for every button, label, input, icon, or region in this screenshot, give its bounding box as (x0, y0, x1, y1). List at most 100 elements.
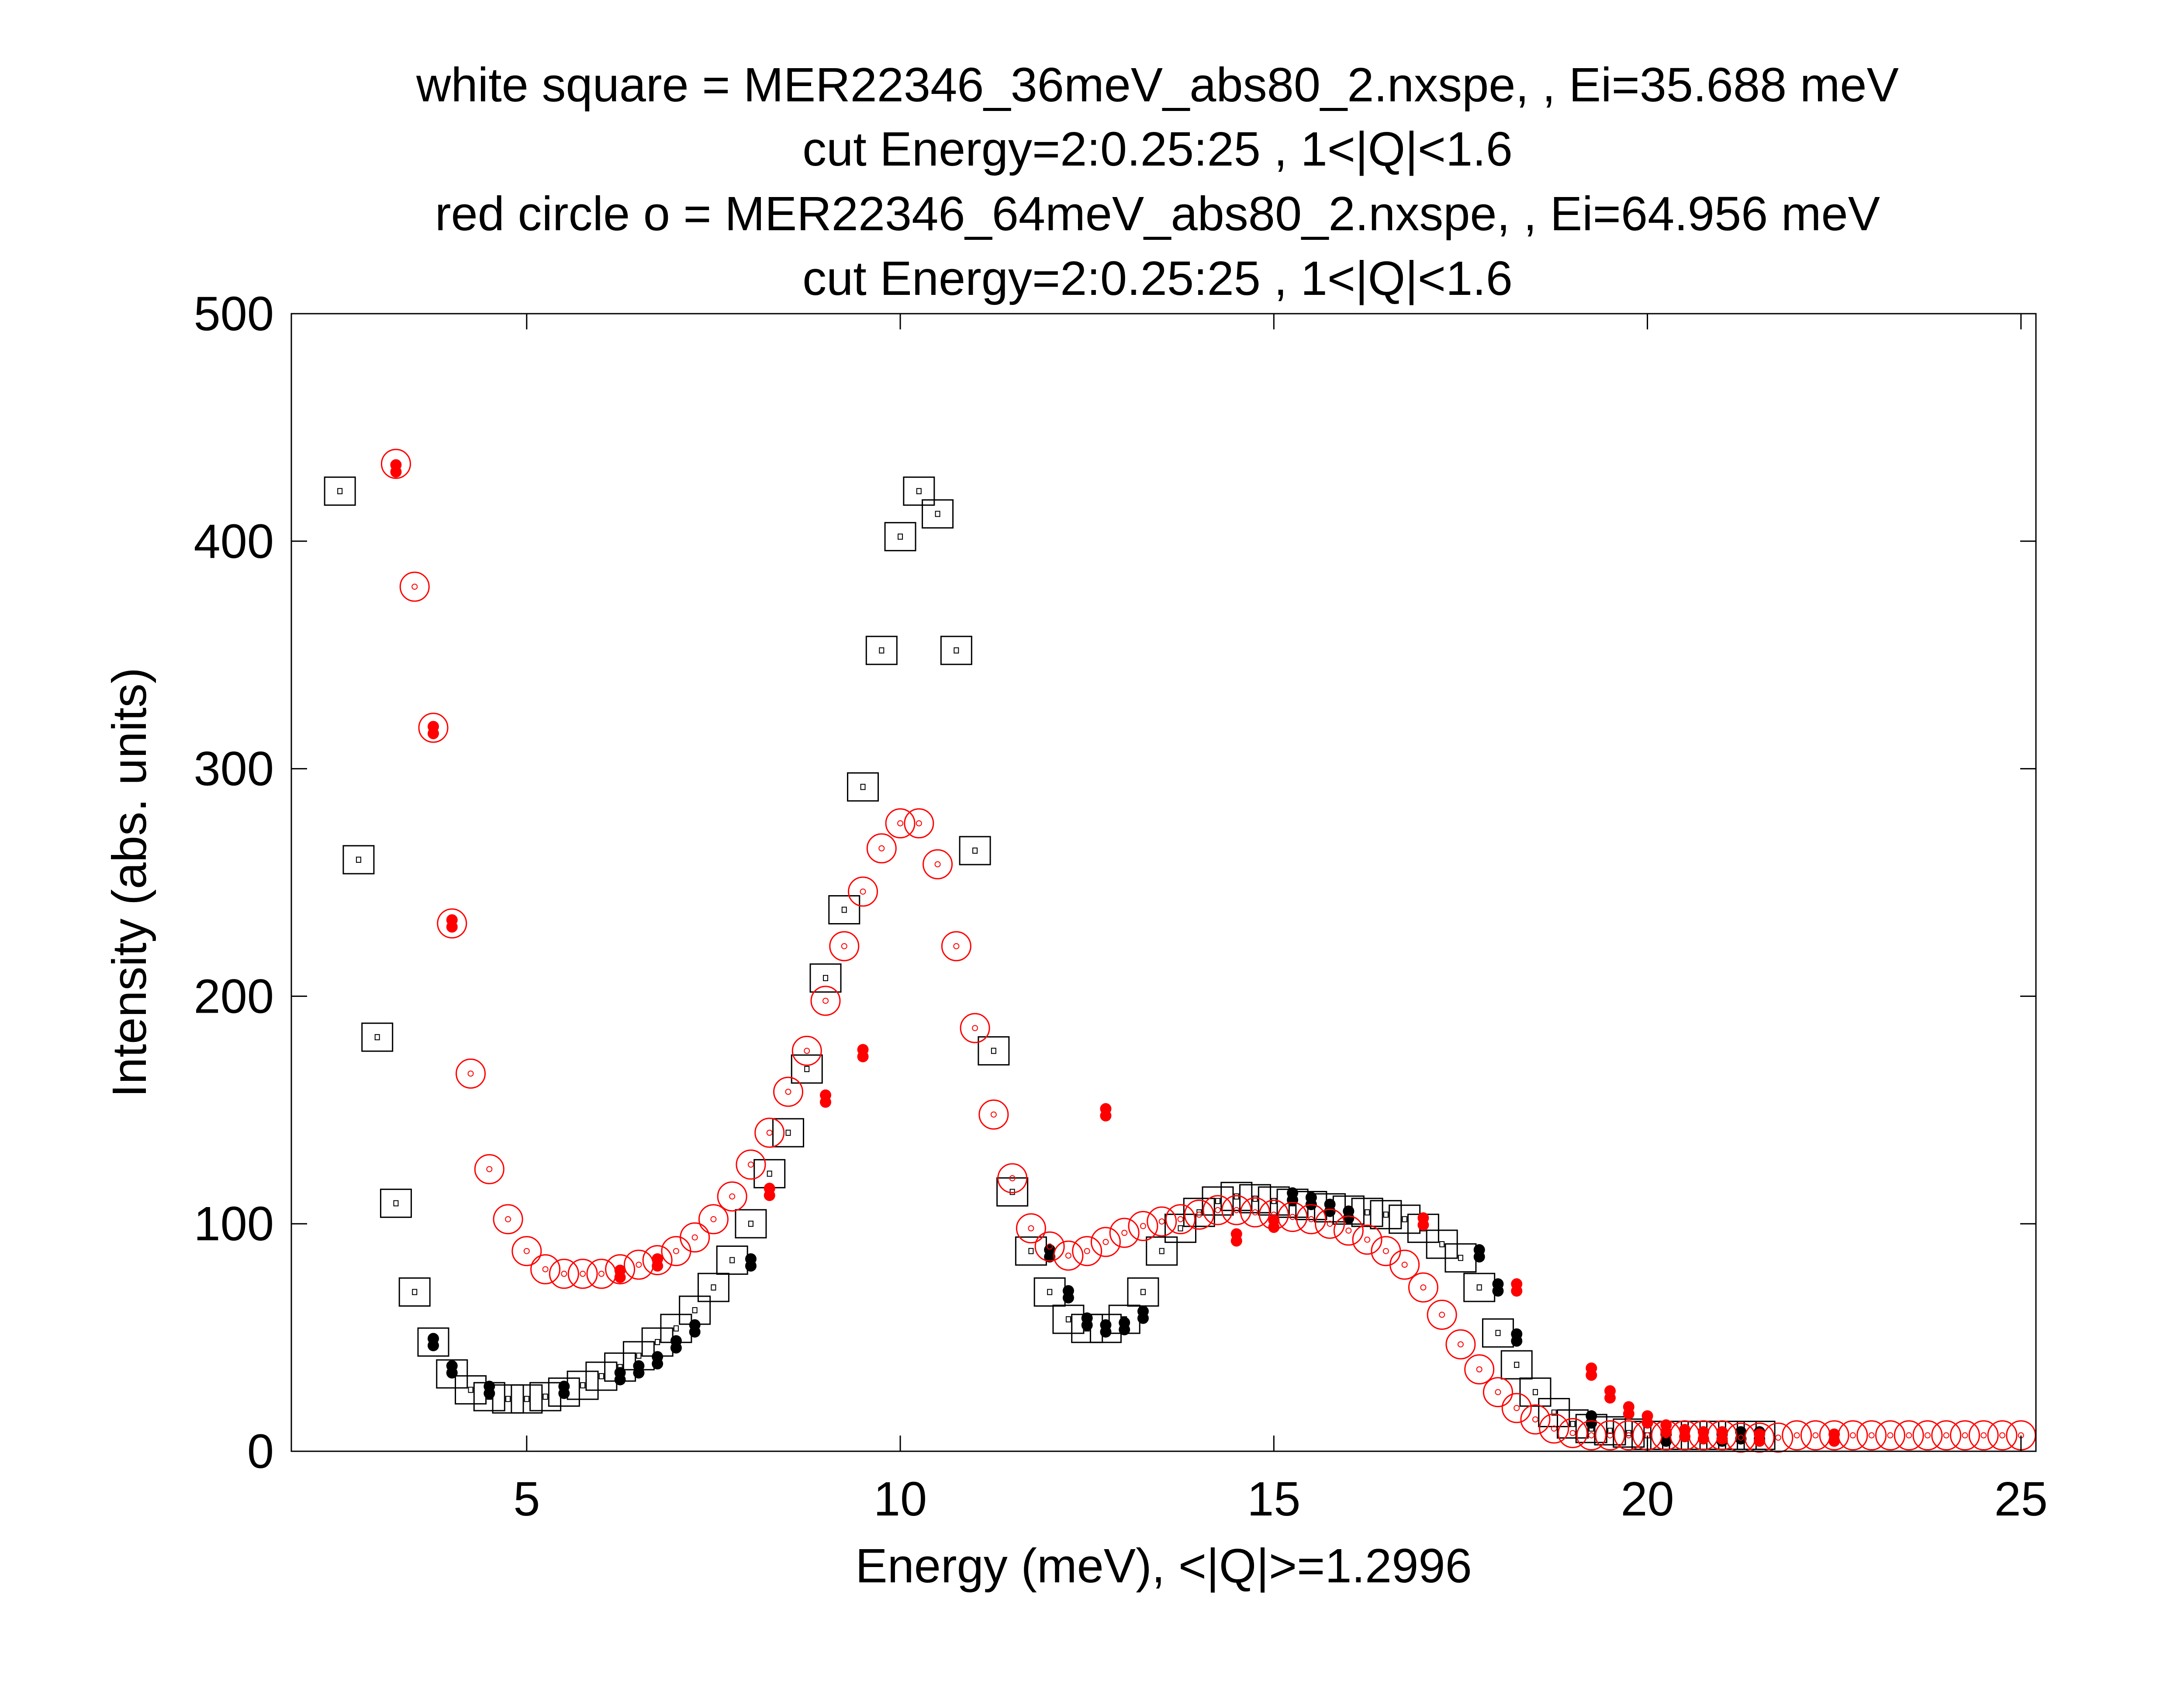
data-point-center-mark (337, 488, 343, 495)
data-point-circle (530, 1254, 561, 1284)
error-dot (1511, 1285, 1523, 1297)
error-dot (446, 1367, 458, 1379)
error-dot (1081, 1319, 1093, 1331)
data-point-center-mark (1196, 1209, 1202, 1216)
chart-title-line-4: cut Energy=2:0.25:25 , 1<|Q|<1.6 (802, 252, 1513, 305)
data-point-center-mark (1215, 1198, 1221, 1204)
data-point-center-mark (673, 1248, 679, 1254)
data-point-center-mark (1402, 1216, 1407, 1222)
data-point-circle (493, 1204, 523, 1235)
data-point-center-mark (841, 907, 847, 913)
data-point-square (959, 836, 991, 865)
data-point-circle (1987, 1420, 2018, 1451)
data-point-circle (978, 1099, 1009, 1130)
data-point-square (996, 1177, 1029, 1207)
data-point-circle (698, 1204, 729, 1235)
data-point-circle (642, 1245, 673, 1276)
data-point-center-mark (580, 1382, 586, 1388)
data-point-center-mark (785, 1129, 791, 1136)
data-point-center-mark (468, 1387, 473, 1393)
data-point-circle (1203, 1195, 1233, 1225)
data-point-circle (810, 986, 841, 1016)
data-point-circle (680, 1222, 710, 1253)
data-point-center-mark (1009, 1175, 1016, 1182)
error-dot (1268, 1221, 1280, 1233)
error-dot (670, 1342, 682, 1354)
data-point-square (1370, 1200, 1402, 1229)
data-point-center-mark (1849, 1432, 1856, 1439)
y-tick-label: 200 (194, 969, 274, 1023)
data-point-center-mark (1532, 1416, 1538, 1423)
data-point-circle (1296, 1204, 1327, 1235)
data-point-circle (997, 1163, 1028, 1194)
data-point-square (978, 1036, 1010, 1066)
data-point-center-mark (1476, 1366, 1482, 1373)
x-tick-label: 5 (513, 1472, 540, 1526)
data-point-center-mark (878, 845, 885, 851)
data-point-circle (1875, 1420, 1905, 1451)
data-point-center-mark (412, 1289, 418, 1295)
error-dot (764, 1190, 775, 1201)
y-tick-label: 100 (194, 1197, 274, 1251)
data-point-circle (1016, 1213, 1046, 1244)
data-point-center-mark (1569, 1430, 1576, 1436)
data-point-center-mark (1178, 1225, 1183, 1232)
data-point-center-mark (1551, 1409, 1557, 1416)
data-point-center-mark (1588, 1432, 1595, 1439)
data-point-square (417, 1327, 449, 1357)
data-point-center-mark (1215, 1207, 1221, 1213)
data-point-center-mark (879, 647, 885, 654)
data-point-center-mark (505, 1216, 511, 1222)
error-dot (652, 1358, 663, 1370)
data-point-circle (1482, 1377, 1513, 1408)
data-point-center-mark (356, 856, 361, 863)
data-point-center-mark (411, 583, 418, 590)
data-point-center-mark (1551, 1425, 1557, 1432)
error-dot (614, 1374, 626, 1386)
data-point-center-mark (1999, 1432, 2006, 1439)
data-point-center-mark (655, 1339, 660, 1346)
data-point-center-mark (1028, 1248, 1034, 1254)
data-point-square (548, 1377, 580, 1407)
error-dot (1660, 1426, 1672, 1438)
data-point-center-mark (1458, 1255, 1463, 1261)
data-point-square (1538, 1398, 1570, 1427)
error-dot (1492, 1285, 1504, 1297)
error-dot (1828, 1435, 1840, 1447)
error-dot (1623, 1408, 1635, 1420)
data-point-circle (1931, 1420, 1962, 1451)
data-point-circle (1109, 1218, 1140, 1248)
data-point-circle (474, 1154, 505, 1184)
y-axis: 0 100 200 300 400 500 (194, 287, 2036, 1478)
data-point-center-mark (1924, 1432, 1931, 1439)
data-point-center-mark (598, 1270, 605, 1277)
data-point-center-mark (598, 1373, 604, 1380)
error-dot (1287, 1194, 1299, 1206)
data-point-circle (1034, 1231, 1065, 1262)
error-dot (1660, 1435, 1672, 1447)
data-point-circle (1352, 1225, 1382, 1255)
chart-title-line-2: cut Energy=2:0.25:25 , 1<|Q|<1.6 (802, 122, 1513, 176)
data-point-center-mark (524, 1396, 529, 1402)
error-dot (1100, 1326, 1112, 1338)
data-point-circle (1221, 1195, 1252, 1225)
data-point-center-mark (1159, 1248, 1165, 1254)
data-point-square (1239, 1184, 1272, 1214)
data-point-square (847, 772, 879, 802)
error-dot (1716, 1433, 1728, 1445)
data-point-center-mark (636, 1353, 642, 1359)
data-point-center-mark (1345, 1227, 1352, 1234)
data-point-square (809, 963, 842, 993)
data-point-center-mark (1084, 1248, 1090, 1254)
x-tick-label: 10 (874, 1472, 927, 1526)
data-point-square (380, 1188, 412, 1218)
error-dot (1473, 1251, 1485, 1263)
data-point-circle (960, 1013, 990, 1043)
data-point-center-mark (543, 1394, 548, 1400)
error-dot (745, 1260, 757, 1272)
data-point-square (511, 1384, 543, 1414)
data-point-center-mark (691, 1234, 698, 1241)
data-point-circle (1539, 1413, 1569, 1444)
data-point-circle (418, 713, 449, 743)
